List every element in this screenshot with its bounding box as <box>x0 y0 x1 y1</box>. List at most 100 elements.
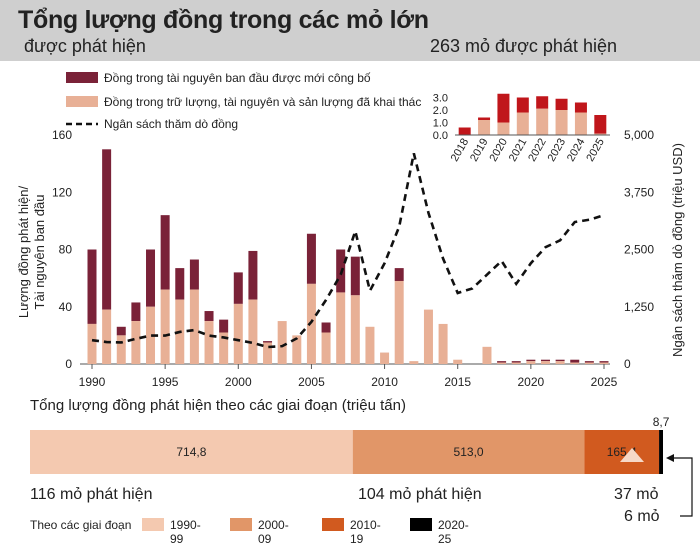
y-axis-label-line1: Lượng đồng phát hiện/ <box>16 186 31 319</box>
bar-reserves <box>453 359 463 364</box>
inset-x-tick-label: 2020 <box>487 137 510 164</box>
count-1990: 116 mỏ phát hiện <box>30 486 153 503</box>
bar-reserves <box>204 321 214 364</box>
period-segment-2000-09 <box>352 430 585 474</box>
y2-tick-label: 5,000 <box>624 128 654 142</box>
inset-title: 263 mỏ được phát hiện <box>430 36 617 56</box>
bar-new-resources <box>511 361 521 363</box>
bar-new-resources <box>102 149 112 310</box>
y2-tick-label: 3,750 <box>624 185 654 199</box>
period-swatch-1990 <box>142 518 164 531</box>
bar-new-resources <box>306 233 316 284</box>
x-tick-label: 1990 <box>79 375 106 389</box>
y-tick-label: 120 <box>52 185 72 199</box>
budget-line <box>91 153 605 349</box>
y2-axis-label: Ngân sách thăm dò đồng (triệu USD) <box>670 143 685 357</box>
inset-bar-new <box>478 117 491 120</box>
period-segment-2010-19 <box>584 430 660 474</box>
count-2010: 37 mỏ <box>614 486 659 503</box>
bar-reserves <box>306 283 316 364</box>
period-legend-2020: 2020-25 <box>438 518 469 546</box>
inset-bar-reserves <box>574 112 587 135</box>
inset-bar-reserves <box>478 120 491 135</box>
bar-new-resources <box>116 326 126 336</box>
main-bars <box>87 149 609 364</box>
inset-bar-reserves <box>536 108 549 135</box>
y-tick-label: 0 <box>65 357 72 371</box>
bar-reserves <box>584 362 594 364</box>
bar-reserves <box>380 352 390 364</box>
x-tick-label: 1995 <box>152 375 179 389</box>
legend-label-line: Ngân sách thăm dò đồng <box>104 117 238 131</box>
bar-new-resources <box>350 256 360 296</box>
bar-new-resources <box>189 259 199 290</box>
period-legend-2000: 2000-09 <box>258 518 289 546</box>
bar-reserves <box>146 306 156 364</box>
period-segment-2020-25 <box>659 430 663 474</box>
bar-reserves <box>438 323 448 364</box>
bar-reserves <box>497 362 507 364</box>
period-value-label: 714,8 <box>176 445 206 459</box>
bar-reserves <box>116 335 126 364</box>
x-tick-label: 2015 <box>444 375 471 389</box>
y-tick-label: 40 <box>59 300 73 314</box>
period-title: Tổng lượng đồng phát hiện theo các giai … <box>30 397 406 414</box>
bar-reserves <box>102 309 112 364</box>
main-axes: 0 40 80 120 160 0 1,250 2,500 3,750 5,000 1990 1995… <box>16 128 685 389</box>
inset-chart: 0.01.02.03.0 2018201920202021202220232024… <box>433 93 610 164</box>
inset-x-tick-label: 2022 <box>526 137 549 164</box>
inset-bar-reserves <box>497 122 510 135</box>
y-tick-label: 160 <box>52 128 72 142</box>
inset-x-tick-label: 2018 <box>449 137 472 164</box>
header-banner <box>0 0 700 61</box>
legend-label-light: Đồng trong trữ lượng, tài nguyên và sản … <box>104 95 421 109</box>
inset-bar-new <box>458 127 471 135</box>
period-legend-title: Theo các giai đoạn <box>30 518 132 532</box>
inset-bar-new <box>574 102 587 113</box>
bar-new-resources <box>131 302 141 322</box>
inset-y-tick-label: 1.0 <box>433 118 448 130</box>
inset-x-tick-label: 2019 <box>468 137 491 164</box>
bar-new-resources <box>219 319 229 333</box>
bar-reserves <box>482 346 492 364</box>
inset-bar-new <box>536 96 549 109</box>
bar-new-resources <box>175 268 185 300</box>
bar-reserves <box>365 326 375 364</box>
inset-y-tick-label: 0.0 <box>433 130 448 142</box>
x-tick-label: 2010 <box>371 375 398 389</box>
chart-subtitle: được phát hiện <box>24 36 146 56</box>
bar-new-resources <box>321 322 331 333</box>
bar-new-resources <box>497 361 507 363</box>
period-label-marker <box>620 448 644 462</box>
period-swatch-2000 <box>230 518 252 531</box>
bar-reserves <box>555 361 565 364</box>
y2-tick-label: 1,250 <box>624 300 654 314</box>
main-chart: Đồng trong tài nguyên ban đầu được mới c… <box>16 71 685 389</box>
x-tick-label: 2025 <box>591 375 618 389</box>
legend-swatch-light <box>66 96 98 107</box>
main-legend: Đồng trong tài nguyên ban đầu được mới c… <box>66 71 421 131</box>
bar-reserves <box>263 342 273 364</box>
period-arrow-line <box>668 457 693 517</box>
bar-new-resources <box>160 215 170 290</box>
bar-new-resources <box>204 311 214 322</box>
bar-new-resources <box>394 268 404 281</box>
bar-new-resources <box>540 359 550 362</box>
bar-reserves <box>409 361 419 364</box>
bar-reserves <box>570 362 580 364</box>
legend-swatch-dark <box>66 72 98 83</box>
chart-title: Tổng lượng đồng trong các mỏ lớn <box>18 6 429 34</box>
y-axis-label: Lượng đồng phát hiện/Tài nguyên ban đầu <box>16 186 47 319</box>
bar-reserves <box>219 332 229 364</box>
inset-bar-reserves <box>555 110 568 135</box>
bar-reserves <box>350 295 360 364</box>
bar-reserves <box>277 321 287 364</box>
bar-reserves <box>599 362 609 364</box>
count-2020: 6 mỏ <box>624 508 660 525</box>
bar-new-resources <box>570 359 580 363</box>
bar-new-resources <box>233 272 243 304</box>
bar-new-resources <box>248 250 258 300</box>
bar-reserves <box>248 299 258 364</box>
y-tick-label: 80 <box>59 243 73 257</box>
bar-reserves <box>160 289 170 364</box>
